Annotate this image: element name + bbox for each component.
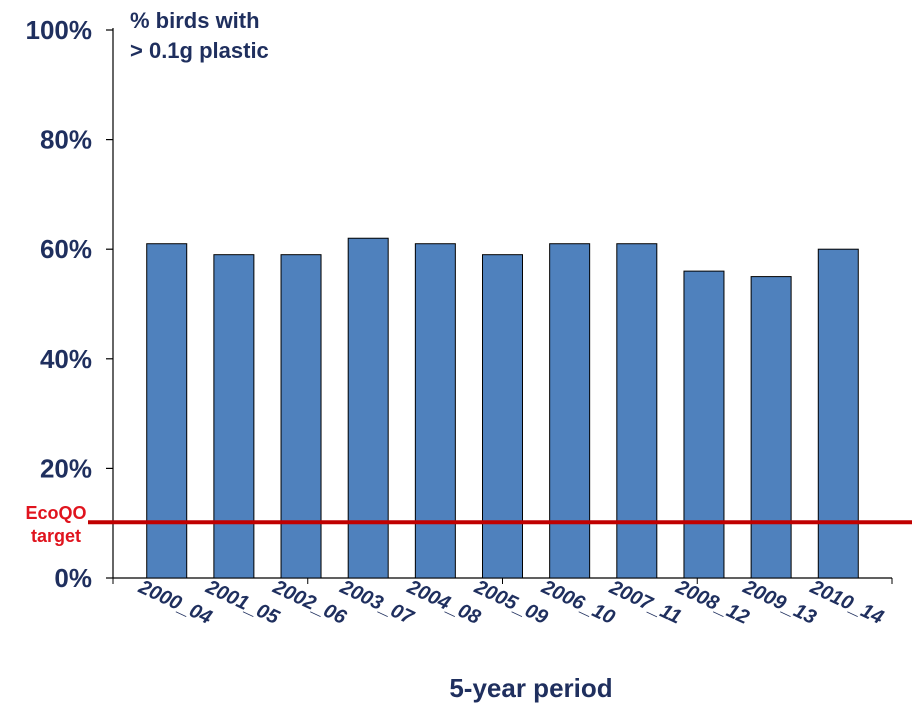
chart-title: % birds with — [130, 8, 260, 33]
y-tick-label: 80% — [40, 125, 92, 155]
x-tick-label: 2000_04 — [134, 576, 215, 629]
bar — [616, 243, 658, 579]
x-tick-label: 2005_09 — [470, 576, 552, 630]
x-tick-label: 2001_05 — [202, 576, 284, 630]
x-tick-label: 2008_12 — [672, 576, 753, 629]
target-label: EcoQO — [25, 503, 86, 523]
bar — [146, 243, 188, 579]
x-tick-label: 2002_06 — [269, 576, 351, 630]
bar — [482, 254, 523, 579]
x-tick-label: 2009_13 — [739, 576, 820, 629]
chart-title: > 0.1g plastic — [130, 38, 269, 63]
bar — [347, 237, 389, 579]
bar — [213, 254, 255, 579]
x-axis: 2000_042001_052002_062003_072004_082005_… — [112, 576, 893, 630]
bar — [750, 276, 792, 579]
bar — [414, 243, 456, 579]
y-tick-label: 100% — [26, 15, 93, 45]
x-tick-label: 2007_11 — [605, 576, 684, 629]
bar — [683, 270, 725, 579]
bar — [817, 248, 859, 579]
chart-labels: % birds with > 0.1g plastic 5-year period — [130, 8, 613, 703]
x-tick-label: 2004_08 — [403, 576, 485, 630]
y-tick-label: 0% — [54, 563, 92, 593]
y-axis: 0% 20% 40% 60% 80% 100% — [26, 15, 114, 593]
x-tick-label: 2010_14 — [806, 576, 887, 629]
ecoqo-target: EcoQO target — [25, 503, 912, 546]
y-tick-label: 60% — [40, 234, 92, 264]
bar — [280, 254, 322, 579]
x-axis-label: 5-year period — [449, 673, 612, 703]
x-tick-label: 2003_07 — [336, 576, 418, 630]
y-tick-label: 40% — [40, 344, 92, 374]
target-label: target — [31, 526, 81, 546]
x-tick-label: 2006_10 — [537, 576, 618, 629]
bar-series — [146, 237, 859, 579]
y-tick-label: 20% — [40, 453, 92, 483]
bar — [549, 243, 591, 579]
